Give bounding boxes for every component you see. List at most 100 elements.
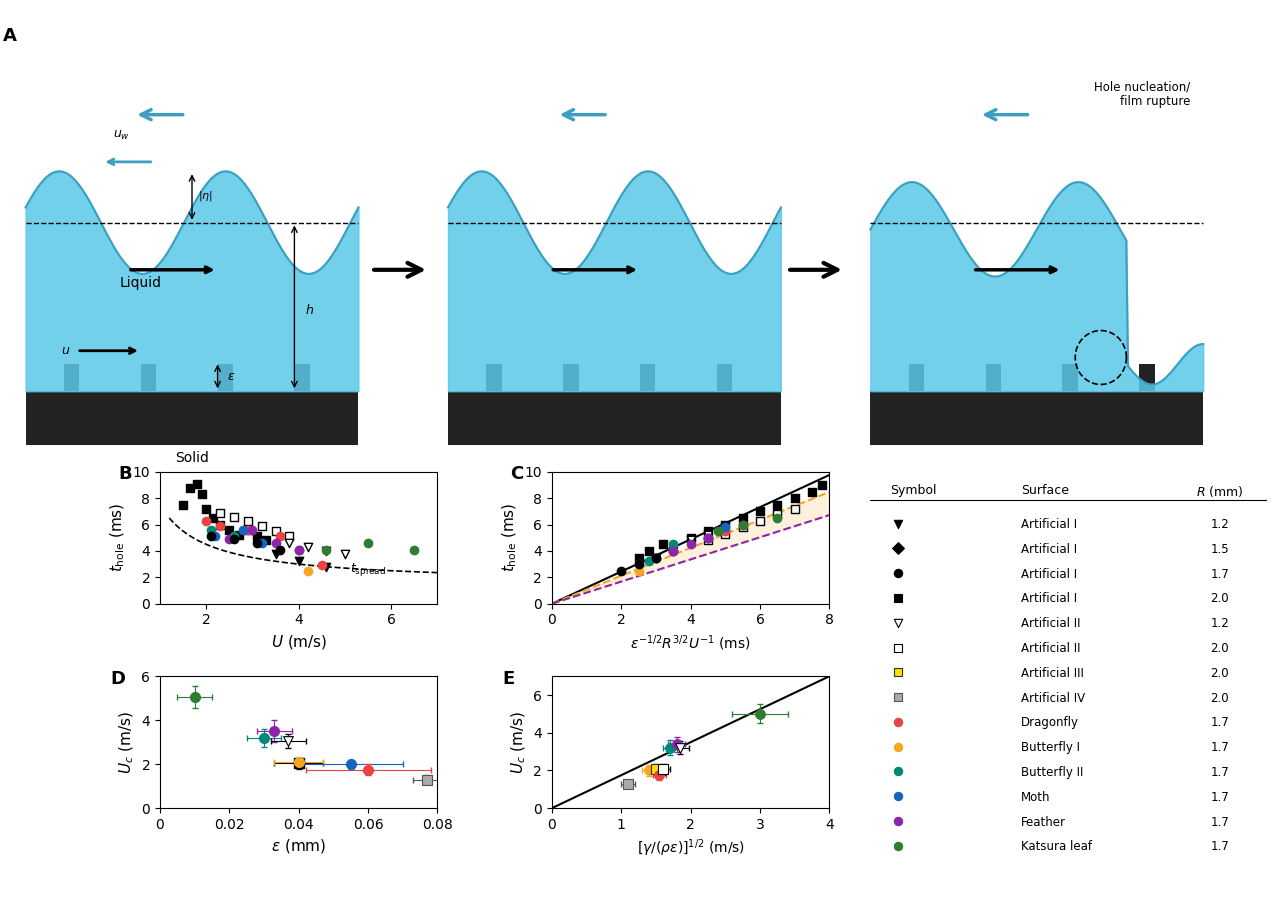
Text: $|\eta|$: $|\eta|$ — [198, 189, 214, 202]
Point — [264, 724, 284, 738]
Point — [663, 544, 684, 558]
Text: B: B — [118, 465, 132, 483]
Point — [667, 736, 687, 751]
Bar — [986, 364, 1001, 398]
Point — [187, 477, 207, 491]
Point — [196, 513, 216, 528]
Point — [646, 761, 667, 775]
Point — [298, 539, 319, 554]
Point — [335, 547, 356, 561]
Point — [256, 533, 276, 548]
Point — [681, 533, 701, 548]
Text: 1.5: 1.5 — [1211, 543, 1229, 556]
Point — [279, 536, 300, 550]
Point — [663, 544, 684, 558]
Point — [628, 564, 649, 578]
Text: Butterfly II: Butterfly II — [1021, 766, 1084, 779]
Point — [358, 536, 379, 550]
Point — [618, 776, 639, 791]
Point — [663, 537, 684, 551]
Point — [698, 530, 718, 545]
Point — [265, 524, 285, 538]
Point — [716, 524, 736, 538]
X-axis label: $\varepsilon^{-1/2}R^{3/2}U^{-1}$ (ms): $\varepsilon^{-1/2}R^{3/2}U^{-1}$ (ms) — [630, 633, 751, 653]
Point — [238, 523, 259, 538]
Bar — [26, 391, 358, 445]
Point — [265, 547, 285, 561]
Point — [732, 518, 753, 532]
Point — [653, 537, 673, 551]
Point — [646, 550, 667, 565]
Text: 1.2: 1.2 — [1210, 518, 1229, 531]
Point — [204, 510, 224, 525]
Point — [698, 530, 718, 545]
Point — [270, 529, 291, 544]
Point — [205, 529, 225, 544]
Point — [785, 501, 805, 516]
Point — [669, 741, 690, 755]
Text: A: A — [3, 27, 17, 45]
Point — [653, 762, 673, 776]
Point — [663, 544, 684, 558]
Text: Artificial IV: Artificial IV — [1021, 692, 1085, 705]
Text: 1.7: 1.7 — [1210, 568, 1229, 580]
Point — [224, 529, 244, 544]
Point — [628, 550, 649, 565]
Point — [224, 532, 244, 547]
Text: Artificial II: Artificial II — [1021, 617, 1080, 630]
Point — [201, 529, 221, 544]
Point — [238, 513, 259, 528]
Text: Liquid: Liquid — [120, 276, 161, 291]
Point — [247, 536, 268, 550]
Bar — [870, 391, 1203, 445]
Bar — [1139, 364, 1155, 398]
Text: $h$: $h$ — [305, 303, 314, 317]
Point — [253, 731, 274, 745]
Point — [750, 504, 771, 518]
Text: Artificial I: Artificial I — [1021, 543, 1078, 556]
Point — [316, 559, 337, 574]
Text: Butterfly I: Butterfly I — [1021, 741, 1080, 755]
Text: 2.0: 2.0 — [1211, 666, 1229, 680]
Point — [681, 530, 701, 545]
Point — [201, 523, 221, 538]
Point — [750, 513, 771, 528]
Point — [639, 554, 659, 568]
Point — [210, 518, 230, 533]
Text: 1.7: 1.7 — [1210, 815, 1229, 829]
Point — [179, 480, 200, 495]
Bar — [218, 364, 233, 398]
Y-axis label: $t_\mathrm{hole}$ (ms): $t_\mathrm{hole}$ (ms) — [500, 503, 520, 572]
Point — [646, 550, 667, 565]
X-axis label: $U$ (m/s): $U$ (m/s) — [270, 633, 326, 651]
Point — [681, 537, 701, 551]
Point — [340, 757, 361, 772]
Point — [242, 523, 262, 538]
Point — [646, 550, 667, 565]
Text: 1.2: 1.2 — [1210, 617, 1229, 630]
Text: 1.7: 1.7 — [1210, 791, 1229, 804]
Y-axis label: $t_\mathrm{hole}$ (ms): $t_\mathrm{hole}$ (ms) — [109, 503, 127, 572]
Point — [219, 532, 239, 547]
Point — [298, 564, 319, 578]
Point — [358, 763, 379, 777]
Point — [278, 734, 298, 748]
Bar — [563, 364, 579, 398]
Point — [219, 523, 239, 538]
Point — [681, 537, 701, 551]
Point — [404, 542, 425, 557]
Bar — [1062, 364, 1078, 398]
Text: Katsura leaf: Katsura leaf — [1021, 841, 1092, 854]
Point — [732, 518, 753, 532]
Text: Artificial III: Artificial III — [1021, 666, 1084, 680]
Point — [813, 478, 833, 492]
Point — [279, 529, 300, 544]
Point — [288, 755, 308, 770]
Text: 1.7: 1.7 — [1210, 741, 1229, 755]
Text: Hole nucleation/
film rupture: Hole nucleation/ film rupture — [1094, 81, 1190, 108]
Point — [732, 520, 753, 535]
Point — [716, 520, 736, 535]
Text: Feather: Feather — [1021, 815, 1066, 829]
Text: 1.7: 1.7 — [1210, 841, 1229, 854]
Text: 2.0: 2.0 — [1211, 642, 1229, 655]
